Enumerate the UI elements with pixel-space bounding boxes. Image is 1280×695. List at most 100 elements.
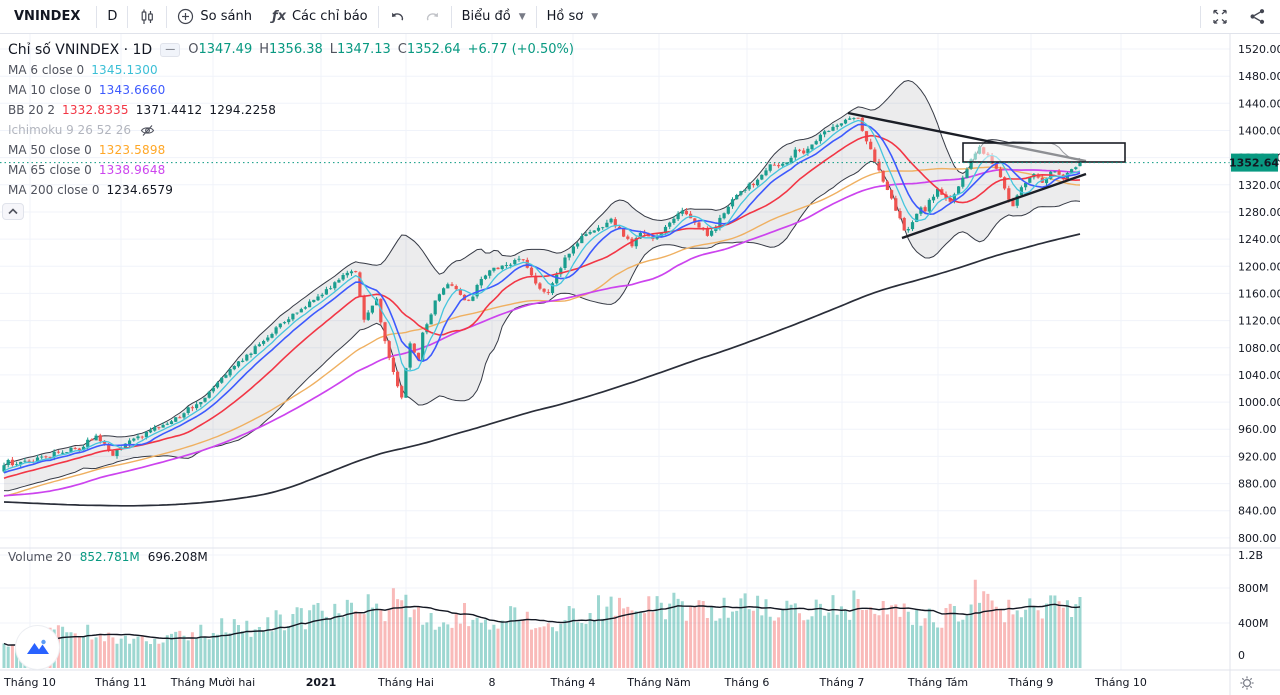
price-axis-label: 880.00 [1238, 478, 1277, 491]
interval-button[interactable]: D [107, 9, 118, 24]
price-axis-label: 1080.00 [1238, 342, 1280, 355]
indicator-rows: MA 6 close 0 1345.1300 MA 10 close 0 1343.6… [8, 60, 574, 200]
price-axis-label: 1240.00 [1238, 233, 1280, 246]
time-axis-label: 8 [489, 676, 496, 689]
chart-menu-button[interactable]: Biểu đồ ▼ [452, 0, 536, 34]
ohlc-pair: L1347.13 [329, 42, 391, 57]
time-axis-settings-gear-icon[interactable] [1240, 676, 1254, 690]
volume-legend[interactable]: Volume 20 852.781M 696.208M [8, 550, 208, 564]
plus-circle-icon [177, 8, 194, 25]
indicator-value: 1345.1300 [91, 63, 158, 77]
undo-icon [389, 10, 405, 24]
profile-menu-label: Hồ sơ [546, 9, 584, 24]
profile-menu-button[interactable]: Hồ sơ ▼ [537, 0, 609, 34]
legend-row[interactable]: MA 6 close 0 1345.1300 [8, 60, 574, 80]
chart-legend: Chỉ số VNINDEX · 1D — O1347.49 H1356.38 L1… [8, 39, 574, 200]
volume-ma-value: 696.208M [147, 550, 208, 564]
price-axis-label: 1400.00 [1238, 125, 1280, 138]
time-axis-label: Tháng Hai [377, 676, 434, 689]
fx-icon: ƒx [271, 9, 286, 24]
rectangle-drawing[interactable] [962, 142, 1126, 163]
indicator-value: 1343.6660 [98, 83, 166, 97]
legend-row[interactable]: MA 10 close 0 1343.6660 [8, 80, 574, 100]
tradingview-logo[interactable] [16, 626, 59, 669]
symbol-legend-row[interactable]: Chỉ số VNINDEX · 1D — O1347.49 H1356.38 L1… [8, 39, 574, 60]
indicators-button[interactable]: ƒx Các chỉ báo [262, 0, 378, 34]
time-axis-label: Tháng Tám [907, 676, 968, 689]
indicator-label: MA 200 close 0 [8, 183, 100, 197]
compare-button[interactable]: So sánh [167, 0, 262, 34]
volume-axis-label: 400M [1238, 617, 1269, 630]
toolbar-separator [377, 5, 379, 28]
chart-menu-label: Biểu đồ [461, 9, 511, 24]
fullscreen-button[interactable] [1201, 0, 1239, 34]
toolbar-separator [96, 5, 98, 28]
chart-style-button[interactable] [128, 0, 166, 34]
toolbar-separator [535, 5, 537, 28]
legend-row[interactable]: BB 20 2 1332.8335 1371.4412 1294.2258 [8, 100, 574, 120]
volume-axis-label: 800M [1238, 582, 1269, 595]
eye-hidden-icon[interactable] [140, 124, 155, 137]
ohlc-pair: O1347.49 [188, 42, 253, 57]
candlestick-style-icon [138, 8, 156, 26]
trendline-drawing[interactable] [901, 172, 1087, 240]
indicator-value: 1234.6579 [106, 183, 174, 197]
toolbar-separator [1200, 5, 1201, 28]
time-axis-label: Tháng Năm [626, 676, 691, 689]
redo-button[interactable] [415, 0, 451, 34]
indicator-label: MA 6 close 0 [8, 63, 85, 77]
indicator-value: 1332.8335 [62, 103, 129, 117]
time-axis-label: Tháng 4 [550, 676, 596, 689]
fullscreen-icon [1211, 9, 1229, 25]
volume-label: Volume 20 [8, 550, 72, 564]
legend-collapse-chip[interactable]: — [160, 42, 181, 57]
chart-area[interactable]: 1520.001480.001440.001400.001360.001320.… [0, 34, 1280, 695]
price-axis-label: 1480.00 [1238, 70, 1280, 83]
price-axis[interactable]: 1520.001480.001440.001400.001360.001320.… [1238, 43, 1280, 662]
ohlc-pair: C1352.64 [397, 42, 461, 57]
symbol-button[interactable]: VNINDEX [14, 9, 81, 24]
price-axis-label: 1440.00 [1238, 97, 1280, 110]
ohlc-pair: H1356.38 [259, 42, 323, 57]
price-axis-label: 1520.00 [1238, 43, 1280, 56]
svg-text:1352.64: 1352.64 [1229, 157, 1279, 170]
time-axis-label: 2021 [306, 676, 337, 689]
price-axis-label: 1320.00 [1238, 179, 1280, 192]
price-chart-canvas[interactable]: 1520.001480.001440.001400.001360.001320.… [0, 34, 1280, 695]
price-axis-label: 1040.00 [1238, 369, 1280, 382]
toolbar-separator [450, 5, 452, 28]
last-price-badge: 1352.64 [1229, 153, 1279, 172]
price-axis-label: 1160.00 [1238, 287, 1280, 300]
price-axis-label: 800.00 [1238, 532, 1277, 545]
price-axis-label: 1000.00 [1238, 396, 1280, 409]
time-axis-label: Tháng 7 [819, 676, 865, 689]
legend-row[interactable]: Ichimoku 9 26 52 26 [8, 120, 574, 140]
time-axis-label: Tháng 9 [1008, 676, 1054, 689]
time-axis-label: Tháng 11 [94, 676, 147, 689]
time-axis[interactable]: Tháng 10 Tháng 11 Tháng Mười hai 2021 Tháng … [3, 676, 1147, 689]
time-axis-label: Tháng 6 [724, 676, 770, 689]
indicator-label: MA 65 close 0 [8, 163, 92, 177]
time-axis-label: Tháng Mười hai [170, 676, 255, 689]
volume-axis-label: 0 [1238, 649, 1245, 662]
price-axis-label: 1200.00 [1238, 260, 1280, 273]
share-button[interactable] [1239, 0, 1280, 34]
legend-row[interactable]: MA 65 close 0 1338.9648 [8, 160, 574, 180]
share-icon [1249, 8, 1266, 25]
indicator-label: Ichimoku 9 26 52 26 [8, 123, 131, 137]
time-axis-label: Tháng 10 [1094, 676, 1147, 689]
legend-row[interactable]: MA 50 close 0 1323.5898 [8, 140, 574, 160]
indicator-value: 1294.2258 [209, 103, 277, 117]
indicator-label: MA 10 close 0 [8, 83, 92, 97]
chevron-down-icon: ▼ [518, 11, 526, 22]
indicator-value: 1338.9648 [98, 163, 166, 177]
undo-button[interactable] [379, 0, 415, 34]
price-axis-label: 1280.00 [1238, 206, 1280, 219]
legend-title: Chỉ số VNINDEX · 1D [8, 41, 153, 58]
legend-row[interactable]: MA 200 close 0 1234.6579 [8, 180, 574, 200]
legend-minimize-button[interactable] [2, 203, 24, 220]
ohlc-values: O1347.49 H1356.38 L1347.13 C1352.64 +6.77 (+… [188, 42, 574, 57]
compare-label: So sánh [200, 9, 252, 24]
time-axis-label: Tháng 10 [3, 676, 56, 689]
